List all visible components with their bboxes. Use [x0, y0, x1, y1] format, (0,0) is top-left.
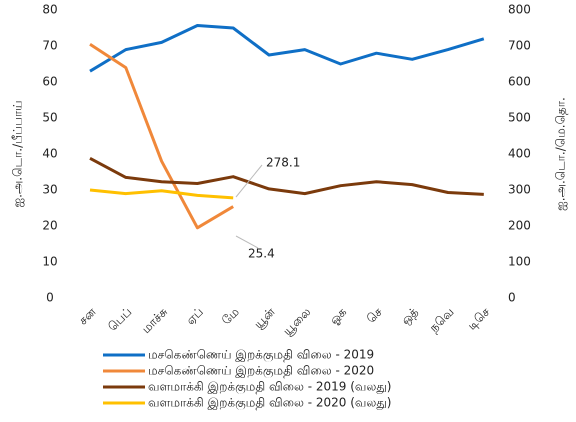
- y2-tick-label: 300: [508, 183, 531, 197]
- x-tick-label: டிசெ: [464, 304, 492, 332]
- y2-tick-label: 200: [508, 219, 531, 233]
- series-line: [89, 23, 485, 73]
- y2-tick-label: 0: [508, 291, 516, 305]
- x-tick-label: நவெ: [427, 305, 457, 335]
- y-tick-label: 40: [42, 147, 57, 161]
- series-line: [89, 188, 234, 200]
- x-tick-label: யூலை: [280, 305, 313, 338]
- legend-label: மசகெண்ணெய் இறக்குமதி விலை - 2020: [148, 364, 374, 379]
- annotation: 278.1: [266, 156, 300, 170]
- y-tick-label: 50: [42, 111, 57, 125]
- legend-label: மசகெண்ணெய் இறக்குமதி விலை - 2019: [148, 348, 374, 363]
- y2-tick-label: 700: [508, 39, 531, 53]
- x-tick-label: மே: [219, 305, 242, 328]
- x-tick-label: யூன்: [251, 304, 278, 331]
- x-tick-label: மாச்சு: [139, 305, 171, 337]
- x-tick-label: ஓக: [327, 304, 350, 327]
- legend-label: வளமாக்கி இறக்குமதி விலை - 2019 (வலது): [148, 380, 391, 395]
- annotation: 25.4: [248, 247, 275, 261]
- y-tick-label: 0: [46, 291, 54, 305]
- y-tick-label: 70: [42, 39, 57, 53]
- y-tick-label: 10: [42, 255, 57, 269]
- x-tick-label: செ: [364, 304, 385, 325]
- y2-tick-label: 500: [508, 111, 531, 125]
- annotation-leader: [235, 164, 263, 198]
- y2-tick-label: 600: [508, 75, 531, 89]
- x-tick-label: சன: [76, 304, 99, 327]
- x-tick-label: ஏப்: [183, 305, 206, 328]
- y-tick-label: 60: [42, 75, 57, 89]
- series-line: [89, 156, 484, 196]
- x-tick-label: பெப்: [105, 305, 134, 334]
- y-tick-label: 20: [42, 219, 57, 233]
- y-tick-label: 30: [42, 183, 57, 197]
- legend-label: வளமாக்கி இறக்குமதி விலை - 2020 (வலது): [148, 396, 391, 411]
- y2-tick-label: 100: [508, 255, 531, 269]
- y2-tick-label: 400: [508, 147, 531, 161]
- y-tick-label: 80: [42, 3, 57, 17]
- y2-tick-label: 800: [508, 3, 531, 17]
- series-line: [89, 42, 234, 230]
- annotation-leader: [235, 235, 259, 249]
- y2-axis-title: ஐ.அ.டொ./மெ.தொ.: [554, 97, 568, 211]
- x-tick-label: ஒத்: [398, 305, 421, 328]
- y-axis-title: ஐ.அ.டொ./பீப்பாய்: [11, 101, 25, 208]
